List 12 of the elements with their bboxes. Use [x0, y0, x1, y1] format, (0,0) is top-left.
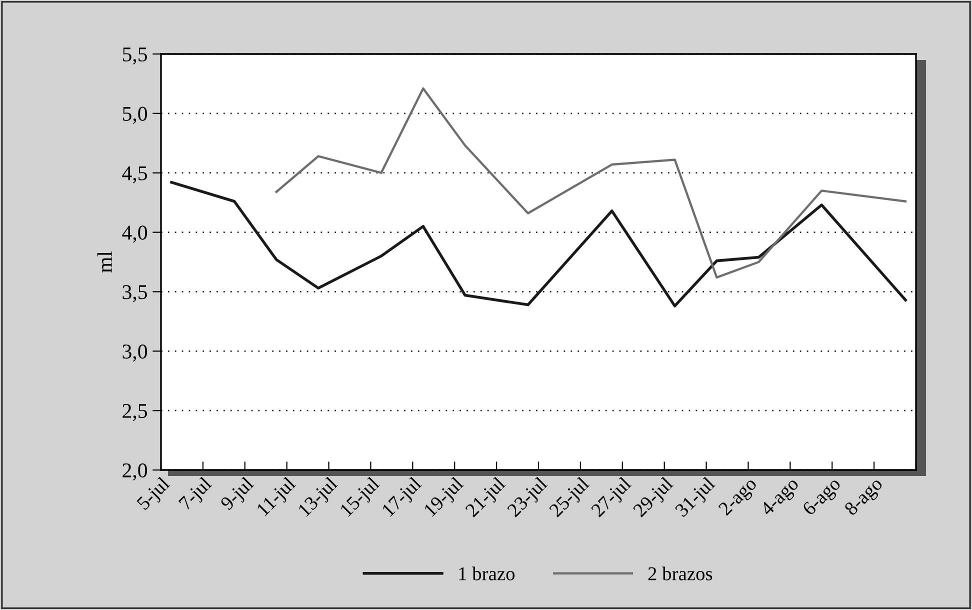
y-tick-label: 5,0: [122, 106, 148, 124]
y-tick-label: 4,5: [122, 166, 147, 184]
y-tick-label: 4,0: [122, 226, 148, 243]
y-tick-label: 3,0: [122, 344, 148, 362]
x-tick-label: 7-jul: [178, 476, 216, 514]
y-axis-title: ml: [97, 251, 112, 273]
legend-label: 2 brazos: [648, 566, 712, 580]
y-tick-label: 3,5: [122, 285, 147, 302]
y-tick-label: 5,5: [122, 48, 147, 64]
x-tick-label: 9-jul: [219, 476, 258, 514]
legend-label: 1 brazo: [459, 566, 515, 580]
y-tick-label: 2,5: [122, 404, 147, 422]
